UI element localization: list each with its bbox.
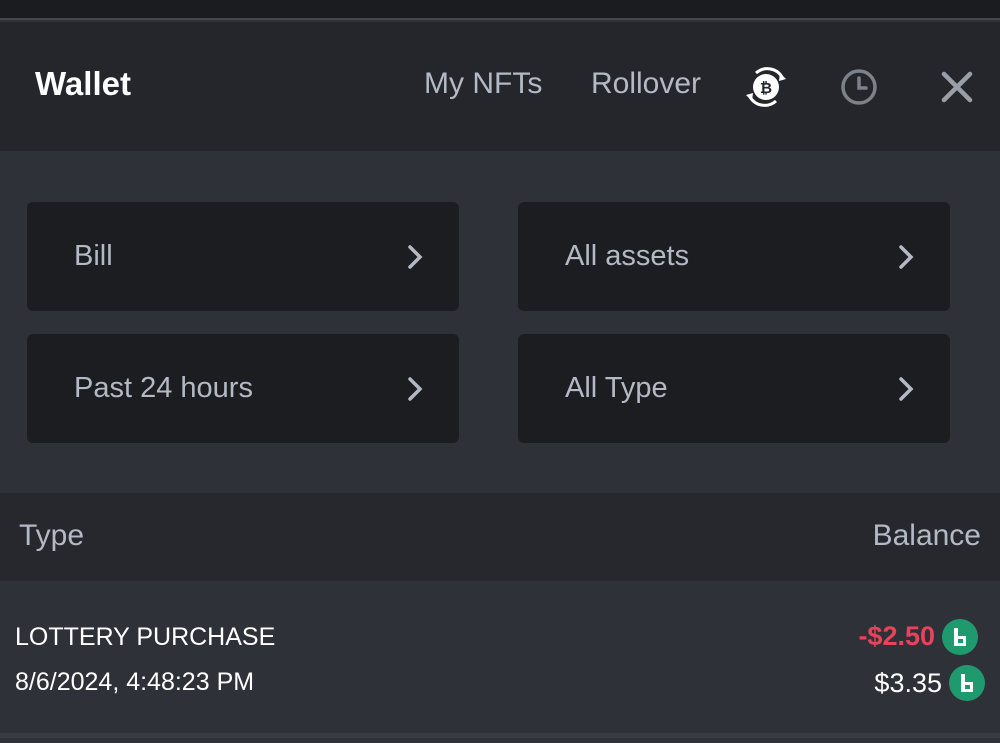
filter-panel: Bill All assets Past 24 hours All Type (0, 151, 1000, 493)
column-balance: Balance (872, 519, 981, 552)
transaction-datetime: 8/6/2024, 4:48:23 PM (15, 668, 255, 696)
rollover-link[interactable]: Rollover (591, 67, 702, 100)
bitcoin-swap-icon[interactable]: ₿ (744, 67, 788, 107)
svg-text:₿: ₿ (760, 79, 772, 97)
type-filter-button[interactable]: All Type (518, 334, 950, 443)
filter-label: Past 24 hours (74, 372, 253, 404)
history-clock-icon[interactable] (840, 68, 878, 106)
transaction-type: LOTTERY PURCHASE (15, 623, 276, 651)
time-filter-button[interactable]: Past 24 hours (27, 334, 459, 443)
chevron-right-icon (899, 377, 914, 401)
column-type: Type (19, 519, 85, 552)
table-header: Type Balance (0, 493, 1000, 581)
my-nfts-link[interactable]: My NFTs (424, 67, 543, 100)
filter-label: All Type (565, 372, 668, 404)
top-bar (0, 0, 1000, 20)
wallet-header: Wallet My NFTs Rollover ₿ (0, 22, 1000, 151)
page-title: Wallet (35, 65, 131, 102)
balance-after: $3.35 (874, 668, 942, 698)
bc-coin-icon (949, 665, 985, 701)
bc-coin-icon (942, 619, 978, 655)
transaction-amount: -$2.50 (858, 621, 935, 651)
chevron-right-icon (408, 245, 423, 269)
table-row[interactable]: LOTTERY PURCHASE 8/6/2024, 4:48:23 PM -$… (0, 581, 1000, 738)
chevron-right-icon (408, 377, 423, 401)
close-icon[interactable] (940, 70, 974, 104)
filter-label: All assets (565, 240, 690, 272)
bill-filter-button[interactable]: Bill (27, 202, 459, 311)
assets-filter-button[interactable]: All assets (518, 202, 950, 311)
chevron-right-icon (899, 245, 914, 269)
filter-label: Bill (74, 240, 113, 272)
